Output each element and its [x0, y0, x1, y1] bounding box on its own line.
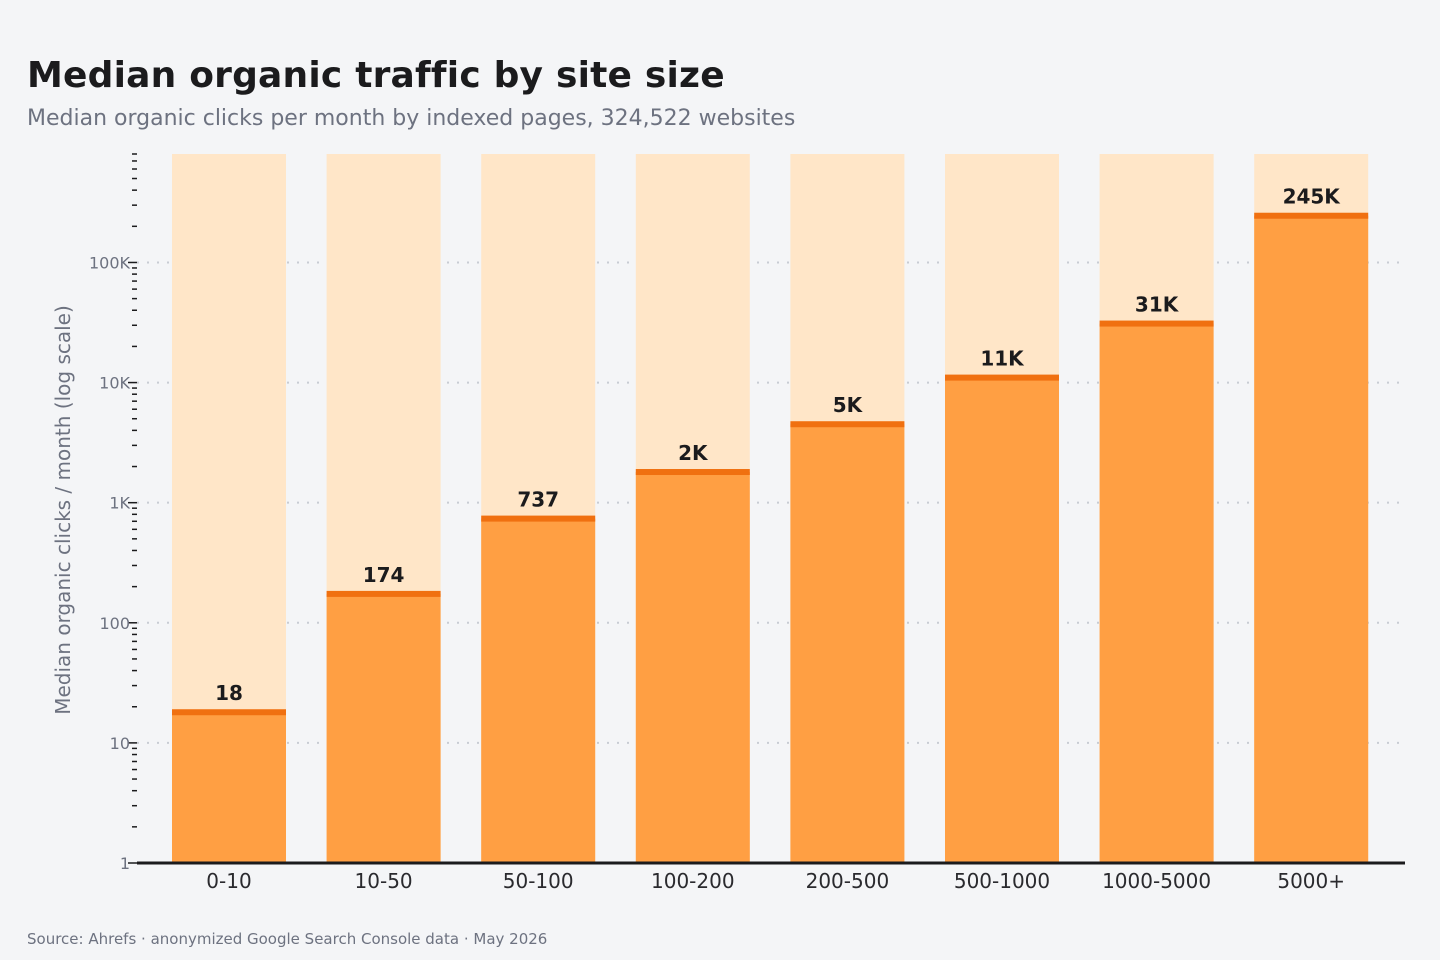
- y-tick-label: 10K: [99, 374, 130, 393]
- x-tick-label: 500-1000: [954, 869, 1050, 893]
- data-label: 245K: [1283, 185, 1342, 209]
- bar-cap: [1099, 320, 1214, 327]
- bar: [172, 712, 286, 863]
- bar-cap: [790, 421, 905, 428]
- bar: [790, 424, 905, 863]
- bar-cap: [172, 709, 286, 716]
- bars: [172, 154, 1369, 863]
- x-tick-label: 5000+: [1277, 869, 1345, 893]
- x-tick-label: 10-50: [355, 869, 413, 893]
- chart-title: Median organic traffic by site size: [27, 55, 725, 96]
- bar: [945, 377, 1059, 863]
- x-tick-label: 0-10: [206, 869, 251, 893]
- x-tick-label: 200-500: [806, 869, 890, 893]
- bar-cap: [481, 515, 596, 522]
- data-label: 5K: [833, 393, 864, 417]
- data-label: 2K: [678, 441, 709, 465]
- y-axis: [128, 153, 1405, 865]
- y-axis-title: Median organic clicks / month (log scale…: [51, 305, 75, 715]
- source-note: Source: Ahrefs · anonymized Google Searc…: [27, 930, 548, 948]
- bar-cap: [635, 469, 750, 476]
- x-tick-label: 100-200: [651, 869, 735, 893]
- bar-cap: [326, 590, 441, 597]
- labels: 18 0-10 174 10-50 737 50-100 2K 100-200 5K 200-50…: [89, 185, 1345, 893]
- y-tick-label: 10: [110, 734, 130, 753]
- chart-subtitle: Median organic clicks per month by index…: [27, 106, 796, 131]
- bar: [1254, 215, 1369, 863]
- bar: [326, 593, 441, 863]
- bar: [481, 518, 596, 863]
- bar: [635, 472, 750, 863]
- data-label: 18: [215, 681, 243, 705]
- bar: [1099, 323, 1214, 863]
- x-tick-label: 50-100: [503, 869, 574, 893]
- data-label: 11K: [980, 347, 1025, 371]
- bar-cap: [945, 374, 1059, 381]
- y-tick-label: 100: [99, 614, 130, 633]
- data-label: 174: [363, 563, 405, 587]
- data-label: 737: [517, 488, 559, 512]
- data-label: 31K: [1135, 293, 1180, 317]
- y-tick-label: 100K: [89, 253, 131, 272]
- bar-cap: [1254, 212, 1369, 219]
- x-tick-label: 1000-5000: [1102, 869, 1211, 893]
- y-tick-label: 1: [120, 854, 130, 873]
- y-tick-label: 1K: [109, 494, 130, 513]
